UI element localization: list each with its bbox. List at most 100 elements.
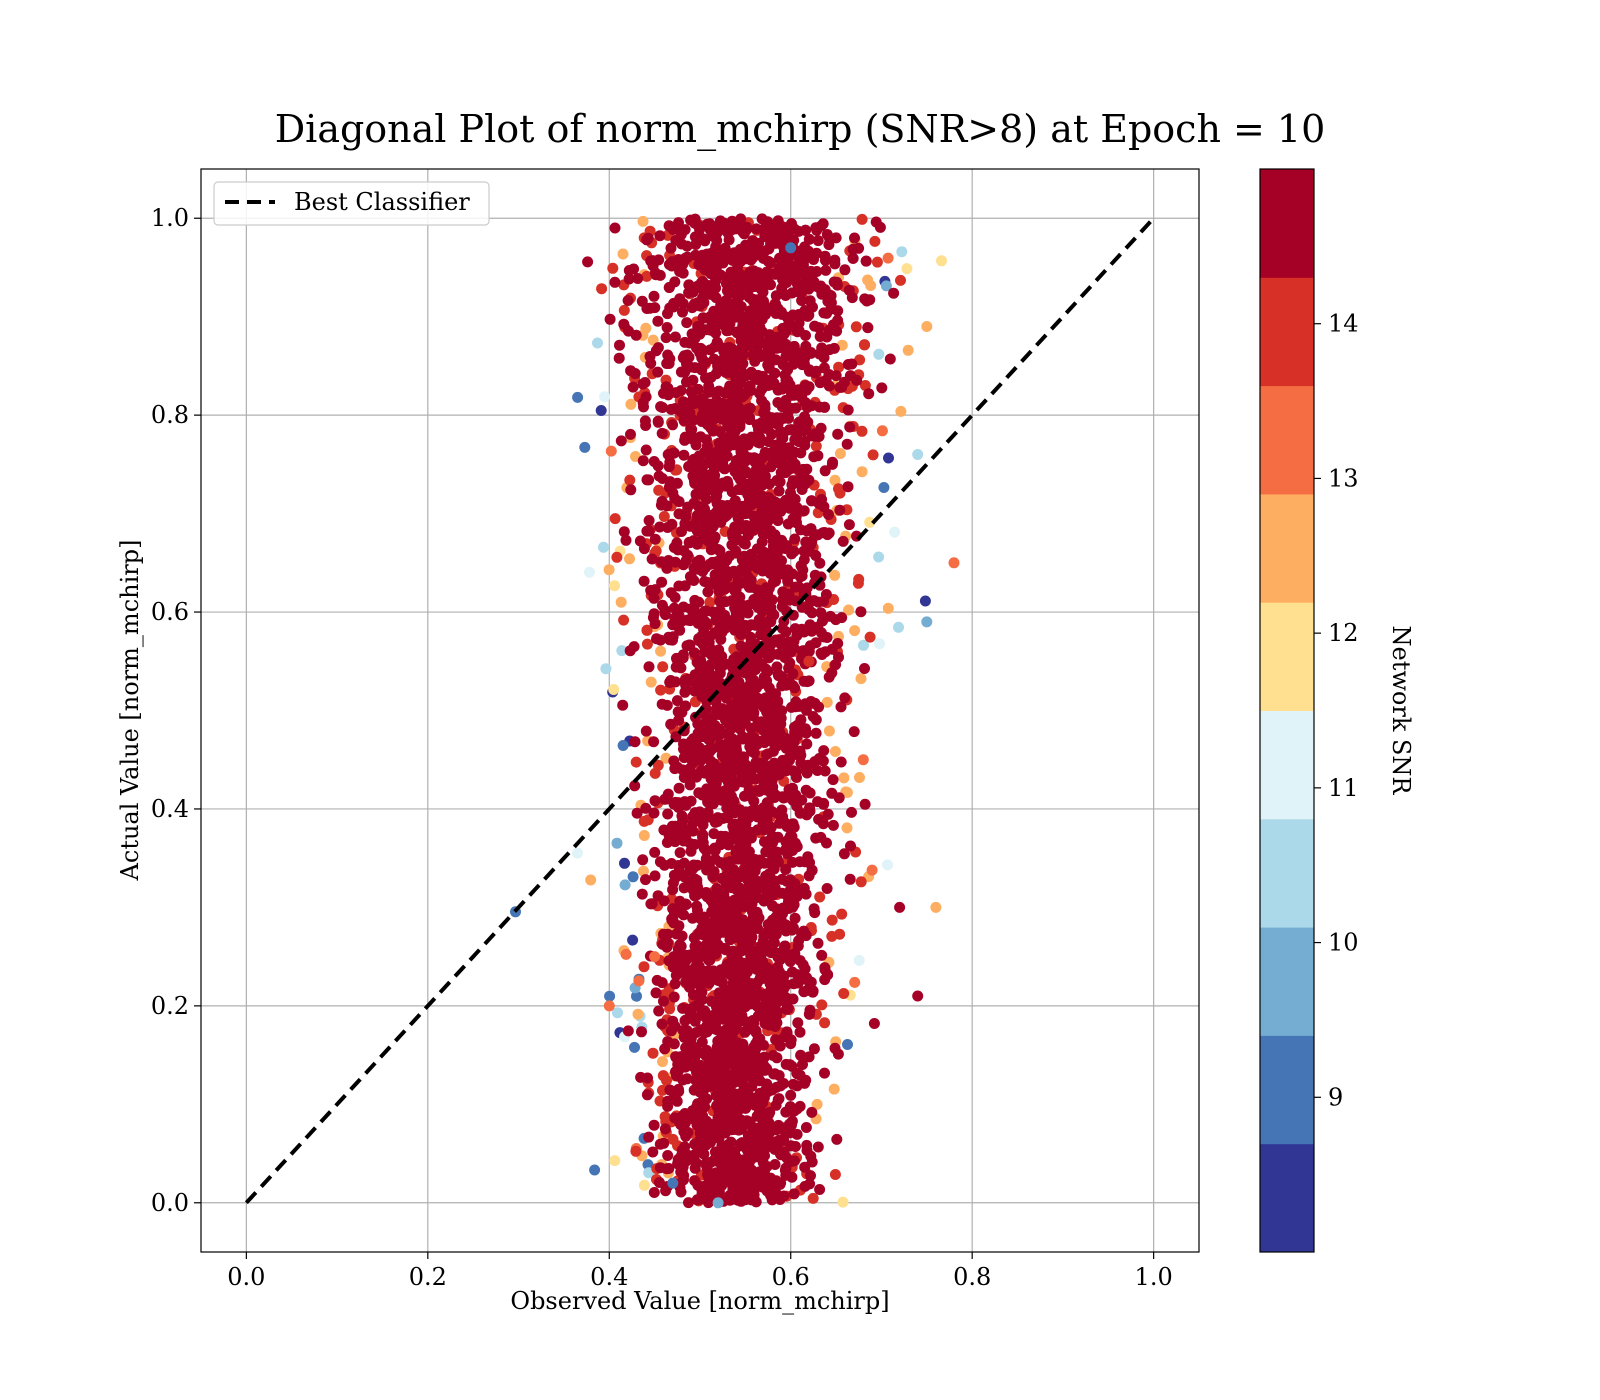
- scatter-point: [713, 1043, 725, 1055]
- scatter-point: [842, 1039, 853, 1050]
- scatter-point: [856, 213, 868, 225]
- scatter-point: [739, 288, 751, 300]
- scatter-point: [739, 253, 751, 265]
- scatter-point: [791, 800, 803, 812]
- scatter-point: [677, 298, 689, 310]
- scatter-point: [749, 653, 761, 665]
- best-classifier-line: [244, 216, 1156, 1205]
- scatter-point: [760, 1172, 772, 1184]
- scatter-point: [758, 546, 770, 558]
- scatter-point: [701, 419, 713, 430]
- scatter-point: [681, 747, 693, 759]
- scatter-point: [705, 659, 717, 671]
- scatter-point: [662, 1100, 674, 1112]
- scatter-point: [696, 503, 708, 515]
- scatter-point: [737, 318, 749, 330]
- scatter-point: [824, 289, 835, 301]
- scatter-point: [706, 386, 718, 398]
- chart-title: Diagonal Plot of norm_mchirp (SNR>8) at …: [275, 107, 1326, 152]
- scatter-point: [664, 676, 676, 688]
- scatter-point: [662, 1150, 674, 1161]
- scatter-point: [766, 760, 778, 772]
- scatter-point: [821, 883, 833, 894]
- scatter-point: [639, 377, 651, 388]
- scatter-point: [625, 428, 636, 440]
- scatter-point: [722, 1044, 734, 1056]
- scatter-point: [853, 954, 865, 966]
- scatter-point: [706, 221, 718, 232]
- scatter-point: [771, 1124, 783, 1135]
- scatter-point: [654, 230, 666, 242]
- scatter-point: [771, 661, 783, 673]
- scatter-point: [752, 584, 764, 596]
- scatter-point: [726, 298, 737, 310]
- scatter-point: [818, 362, 830, 374]
- scatter-point: [799, 1180, 811, 1192]
- scatter-point: [761, 1078, 773, 1090]
- scatter-point: [823, 380, 835, 392]
- scatter-point: [814, 348, 825, 360]
- scatter-point: [658, 1137, 670, 1149]
- scatter-point: [609, 580, 620, 592]
- scatter-point: [687, 862, 699, 874]
- scatter-point: [669, 978, 681, 990]
- scatter-point: [630, 1145, 642, 1157]
- scatter-point: [708, 723, 720, 735]
- scatter-point: [828, 1083, 840, 1095]
- scatter-point: [843, 519, 855, 531]
- scatter-point: [841, 438, 853, 450]
- scatter-point: [755, 523, 767, 535]
- scatter-point: [712, 1000, 724, 1012]
- scatter-point: [653, 1005, 665, 1017]
- scatter-point: [784, 424, 795, 436]
- scatter-point: [772, 696, 784, 708]
- scatter-point: [582, 256, 594, 268]
- scatter-point: [667, 1015, 679, 1027]
- scatter-point: [730, 545, 742, 557]
- scatter-point: [817, 755, 829, 767]
- scatter-point: [834, 448, 846, 459]
- scatter-point: [868, 1018, 880, 1029]
- scatter-point: [749, 516, 761, 528]
- scatter-point: [678, 449, 690, 461]
- scatter-point: [679, 686, 691, 698]
- scatter-point: [788, 899, 800, 911]
- scatter-point: [921, 616, 933, 628]
- scatter-point: [731, 1016, 743, 1028]
- scatter-point: [641, 234, 653, 246]
- scatter-point: [742, 761, 754, 773]
- scatter-point: [758, 671, 770, 683]
- scatter-point: [654, 521, 666, 533]
- scatter-point: [739, 409, 751, 421]
- scatter-point: [789, 912, 801, 924]
- scatter-point: [760, 582, 772, 594]
- scatter-point: [649, 870, 661, 882]
- scatter-point: [649, 533, 661, 545]
- scatter-point: [748, 795, 760, 807]
- scatter-point: [779, 369, 791, 381]
- scatter-point: [767, 781, 779, 793]
- scatter-point: [803, 1051, 815, 1063]
- scatter-point: [717, 977, 728, 989]
- scatter-point: [688, 298, 700, 310]
- scatter-point: [700, 1139, 712, 1151]
- scatter-point: [734, 871, 746, 883]
- scatter-point: [788, 642, 800, 654]
- plot-frame: [200, 168, 1200, 1253]
- scatter-point: [595, 405, 607, 416]
- scatter-point: [810, 222, 822, 234]
- scatter-point: [844, 873, 856, 885]
- scatter-point: [689, 1015, 701, 1027]
- scatter-point: [729, 992, 741, 1004]
- scatter-point: [760, 648, 772, 660]
- scatter-point: [734, 243, 746, 255]
- scatter-point: [803, 603, 815, 615]
- scatter-point: [656, 576, 668, 588]
- scatter-point: [599, 391, 611, 403]
- scatter-point: [681, 251, 693, 263]
- scatter-point: [745, 638, 756, 650]
- scatter-point: [710, 368, 722, 380]
- scatter-point: [780, 394, 792, 406]
- scatter-point: [631, 990, 642, 1002]
- colorbar-segment: [1260, 277, 1314, 387]
